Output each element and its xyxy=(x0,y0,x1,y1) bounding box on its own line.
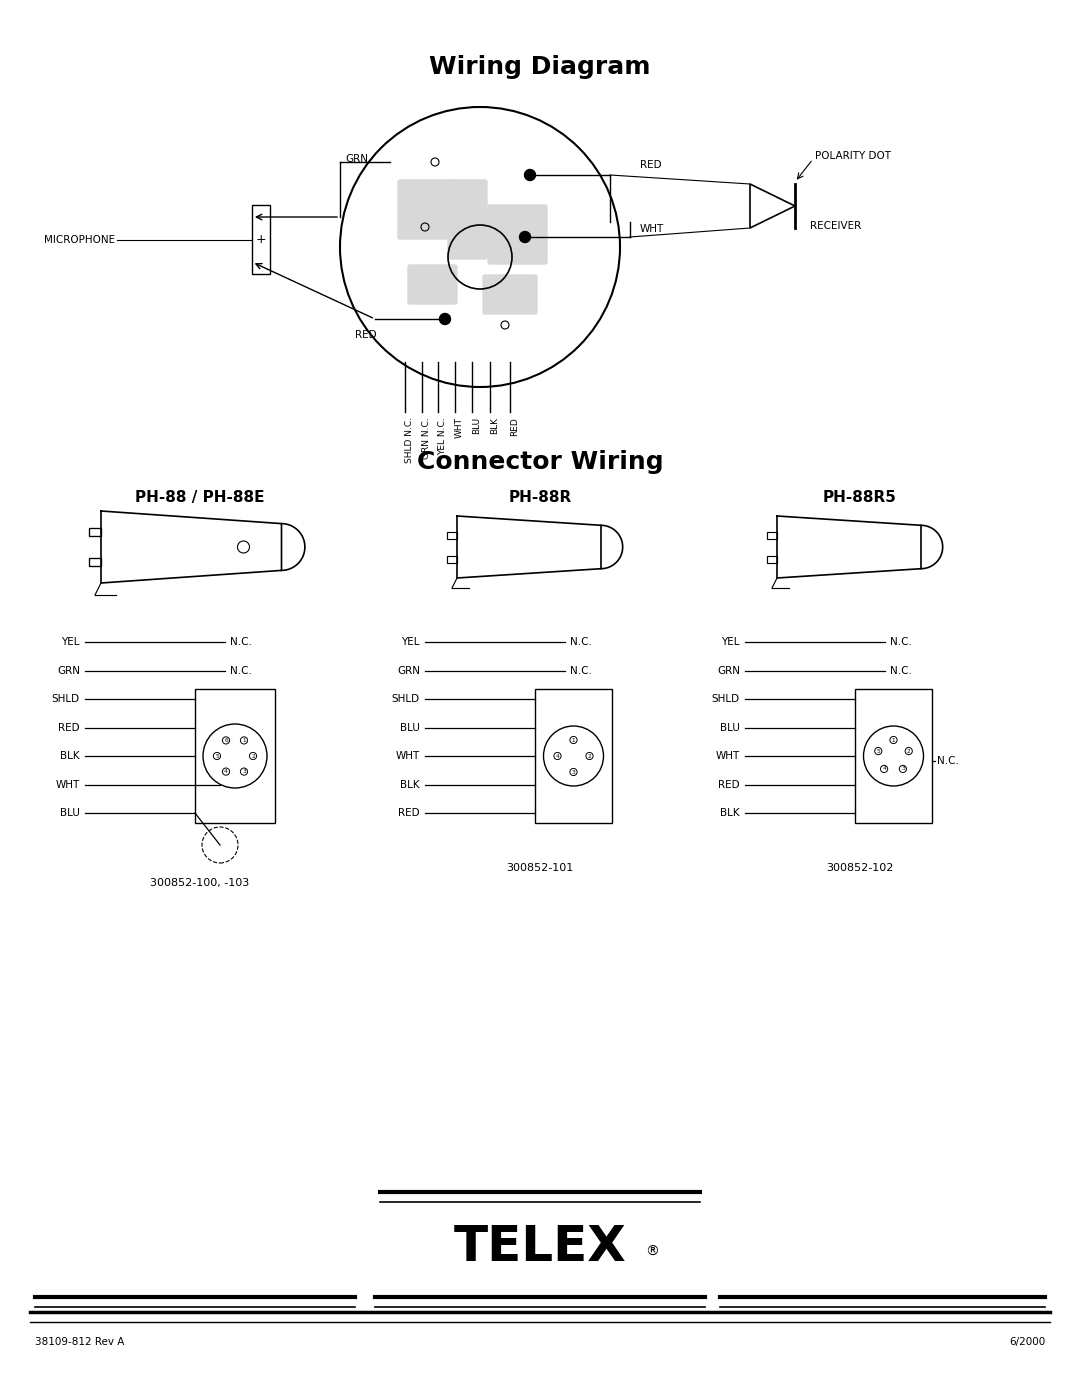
FancyBboxPatch shape xyxy=(488,205,546,264)
Circle shape xyxy=(440,313,450,324)
Text: Connector Wiring: Connector Wiring xyxy=(417,450,663,474)
Text: N.C.: N.C. xyxy=(230,665,252,676)
Text: WHT: WHT xyxy=(395,752,420,761)
Text: YEL: YEL xyxy=(402,637,420,647)
Text: 300852-102: 300852-102 xyxy=(826,863,893,873)
Text: RED: RED xyxy=(510,416,519,436)
Text: GRN: GRN xyxy=(345,154,368,163)
Text: POLARITY DOT: POLARITY DOT xyxy=(815,151,891,161)
Text: WHT: WHT xyxy=(56,780,80,789)
Text: 300852-100, -103: 300852-100, -103 xyxy=(150,877,249,888)
Circle shape xyxy=(525,169,536,180)
Text: PH-88R: PH-88R xyxy=(509,489,571,504)
Bar xyxy=(855,689,932,823)
Text: N.C.: N.C. xyxy=(570,637,592,647)
Text: TELEX: TELEX xyxy=(454,1222,626,1271)
FancyBboxPatch shape xyxy=(483,275,537,314)
Text: 6/2000: 6/2000 xyxy=(1009,1337,1045,1347)
Text: 4: 4 xyxy=(882,767,886,771)
Bar xyxy=(252,205,270,274)
Text: SHLD: SHLD xyxy=(392,694,420,704)
Text: 6: 6 xyxy=(225,738,228,743)
Text: BLK: BLK xyxy=(60,752,80,761)
Text: 2: 2 xyxy=(252,753,255,759)
Bar xyxy=(89,557,102,566)
Text: GRN: GRN xyxy=(717,665,740,676)
Text: BLU: BLU xyxy=(720,722,740,732)
Text: N.C.: N.C. xyxy=(890,637,912,647)
Text: RED: RED xyxy=(640,161,662,170)
Text: YEL: YEL xyxy=(62,637,80,647)
Text: 4: 4 xyxy=(225,770,228,774)
Text: BLK: BLK xyxy=(490,416,499,434)
Circle shape xyxy=(519,232,530,243)
Text: BLU: BLU xyxy=(472,416,481,434)
Text: ®: ® xyxy=(645,1245,659,1259)
Text: SHLD N.C.: SHLD N.C. xyxy=(405,416,414,462)
FancyBboxPatch shape xyxy=(399,180,457,239)
Text: 3: 3 xyxy=(901,767,905,771)
Text: RECEIVER: RECEIVER xyxy=(810,221,861,231)
Text: SHLD: SHLD xyxy=(712,694,740,704)
Text: RED: RED xyxy=(399,807,420,819)
Bar xyxy=(447,531,457,538)
Text: 3: 3 xyxy=(571,770,576,774)
Bar xyxy=(767,556,777,563)
Text: RED: RED xyxy=(718,780,740,789)
Text: 1: 1 xyxy=(242,738,246,743)
Text: 300852-101: 300852-101 xyxy=(507,863,573,873)
Text: N.C.: N.C. xyxy=(230,637,252,647)
Bar xyxy=(535,689,612,823)
Text: GRN: GRN xyxy=(397,665,420,676)
Text: N.C.: N.C. xyxy=(937,756,959,766)
Text: 2: 2 xyxy=(907,749,910,753)
Text: Wiring Diagram: Wiring Diagram xyxy=(429,54,651,80)
Text: BLK: BLK xyxy=(401,780,420,789)
Text: 3: 3 xyxy=(242,770,246,774)
Bar xyxy=(767,531,777,538)
Text: SHLD: SHLD xyxy=(52,694,80,704)
Bar xyxy=(89,528,102,536)
Text: 4: 4 xyxy=(555,753,559,759)
Text: 1: 1 xyxy=(571,738,576,742)
Text: RED: RED xyxy=(58,722,80,732)
Text: WHT: WHT xyxy=(716,752,740,761)
Text: MICROPHONE: MICROPHONE xyxy=(44,235,114,244)
Text: 38109-812 Rev A: 38109-812 Rev A xyxy=(35,1337,124,1347)
Text: 5: 5 xyxy=(215,753,219,759)
Text: BLU: BLU xyxy=(60,807,80,819)
Text: WHT: WHT xyxy=(640,224,664,235)
Text: BLU: BLU xyxy=(400,722,420,732)
Text: YEL N.C.: YEL N.C. xyxy=(438,416,447,454)
Text: 5: 5 xyxy=(876,749,880,753)
FancyBboxPatch shape xyxy=(448,180,487,258)
Text: PH-88 / PH-88E: PH-88 / PH-88E xyxy=(135,489,265,504)
Text: N.C.: N.C. xyxy=(890,665,912,676)
Text: 1: 1 xyxy=(892,738,895,742)
Text: PH-88R5: PH-88R5 xyxy=(823,489,896,504)
Text: GRN: GRN xyxy=(57,665,80,676)
Bar xyxy=(195,689,275,823)
Text: +: + xyxy=(256,233,267,246)
Text: GRN N.C.: GRN N.C. xyxy=(422,416,431,458)
Text: 2: 2 xyxy=(588,753,592,759)
Text: YEL: YEL xyxy=(721,637,740,647)
Text: BLK: BLK xyxy=(720,807,740,819)
Text: N.C.: N.C. xyxy=(570,665,592,676)
Text: RED: RED xyxy=(355,330,377,339)
Bar xyxy=(447,556,457,563)
FancyBboxPatch shape xyxy=(408,265,457,305)
Text: WHT: WHT xyxy=(455,416,464,439)
